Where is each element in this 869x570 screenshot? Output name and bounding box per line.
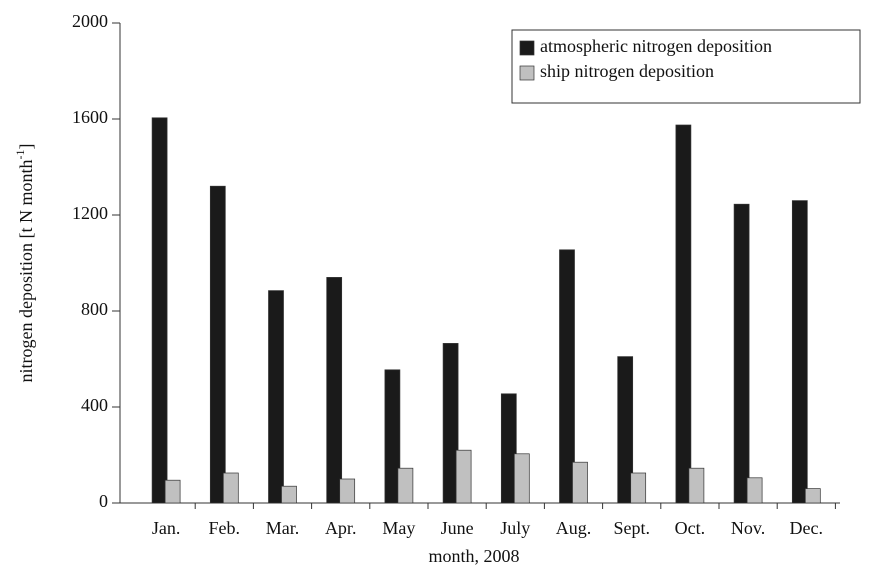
bar [164,479,181,504]
y-axis-title: nitrogen deposition [t N month-1] [13,144,36,383]
bar [617,356,634,504]
x-axis-title: month, 2008 [428,546,519,566]
bar [151,117,168,504]
x-tick-label: Aug. [556,518,592,538]
bar [513,453,530,504]
y-tick-label: 800 [81,299,108,319]
x-tick-label: July [500,518,530,538]
y-tick-label: 400 [81,395,108,415]
bar [326,277,343,504]
y-tick-label: 2000 [72,11,108,31]
x-tick-label: Nov. [731,518,765,538]
bar [688,467,705,504]
bar [397,467,414,504]
bar [733,203,750,504]
bar [384,369,401,504]
bar [804,488,821,504]
x-tick-label: Mar. [266,518,300,538]
bar [268,290,284,504]
bar [281,485,297,504]
legend [511,29,861,104]
bar [572,461,588,504]
legend-label: atmospheric nitrogen deposition [540,36,772,56]
bar [339,478,356,504]
bar [746,477,763,504]
bar [630,472,647,504]
bar [455,449,472,504]
x-tick-label: Jan. [152,518,181,538]
x-tick-label: June [441,518,474,538]
bar [559,249,575,504]
y-tick-label: 1200 [72,203,108,223]
bar [500,393,517,504]
x-tick-label: May [382,518,415,538]
y-axis-title-main: nitrogen deposition [t N month [16,160,36,383]
legend-label: ship nitrogen deposition [540,61,714,81]
x-tick-label: Sept. [613,518,650,538]
y-axis-title-end: ] [16,144,36,150]
x-tick-label: Apr. [325,518,357,538]
y-axis-title-sup: -1 [13,150,27,160]
x-tick-label: Dec. [790,518,823,538]
x-tick-label: Feb. [209,518,241,538]
bar [791,200,808,504]
legend-swatch [519,65,535,81]
bar [675,124,692,504]
bar [209,185,226,504]
bar [442,343,459,504]
y-tick-label: 1600 [72,107,108,127]
bar [222,472,239,504]
y-tick-label: 0 [99,491,108,511]
legend-swatch [519,40,535,56]
x-tick-label: Oct. [675,518,706,538]
